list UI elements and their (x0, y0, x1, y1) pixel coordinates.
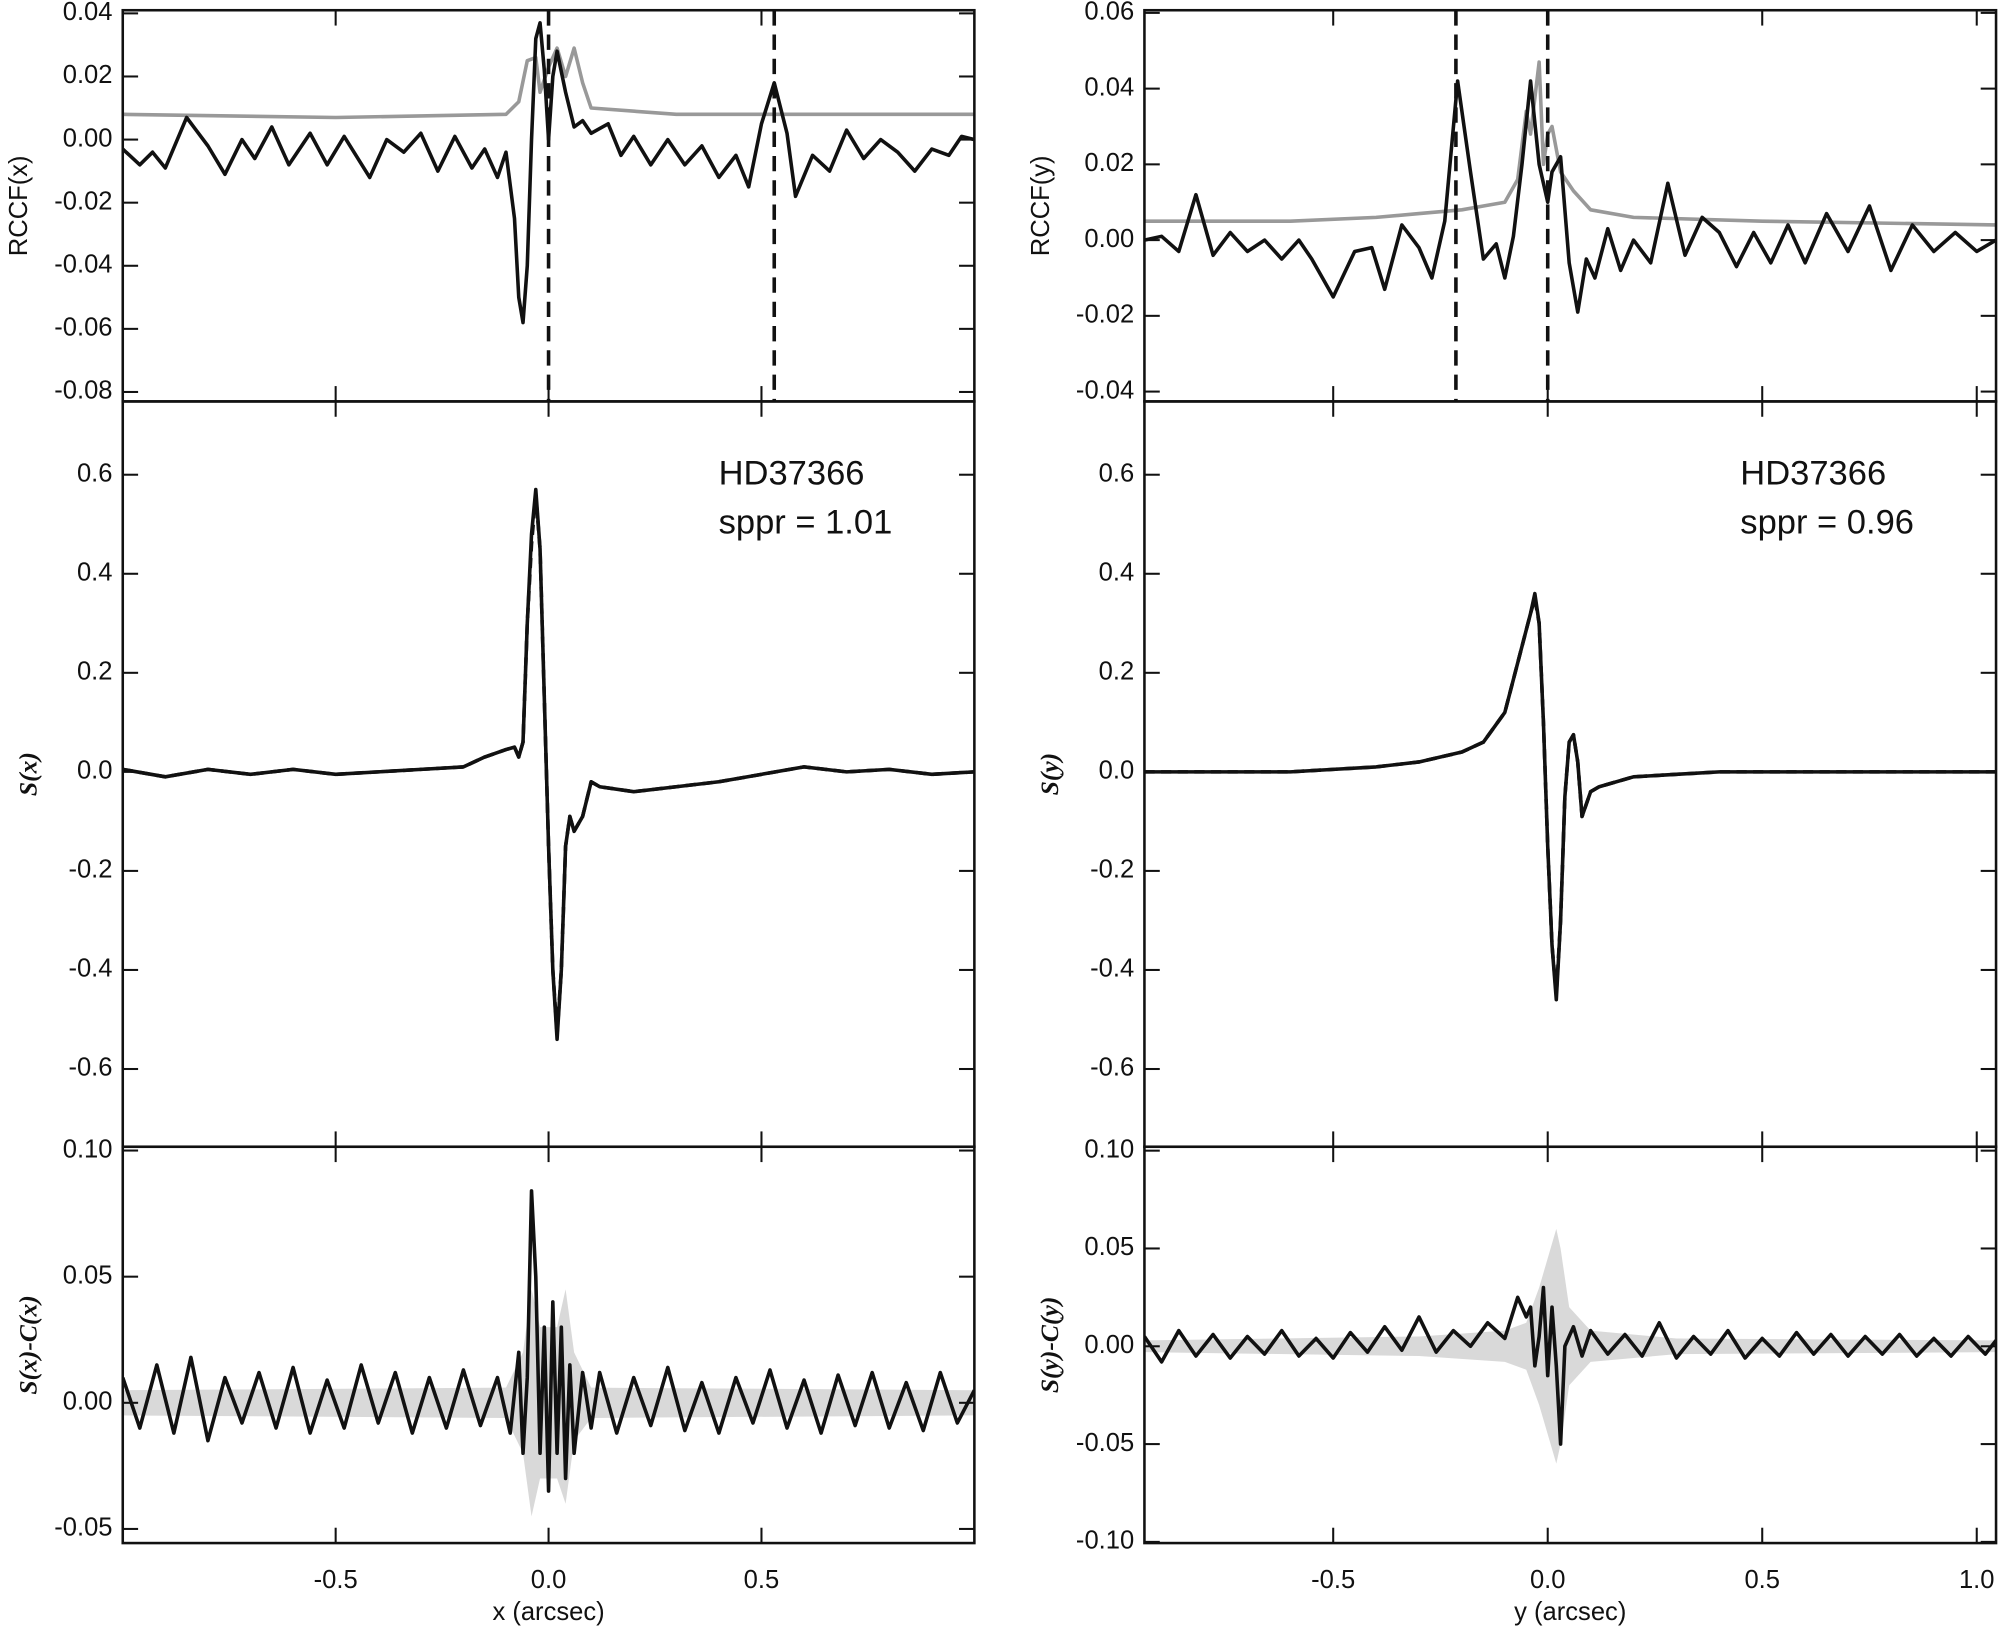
y-tick-label: -0.06 (54, 314, 112, 342)
plot-area (122, 1189, 975, 1517)
y-tick-label: 0.00 (1084, 1331, 1134, 1359)
y-tick-label: 0.4 (77, 559, 113, 587)
plot-area (1144, 60, 1997, 314)
x-tick-label: -0.5 (314, 1566, 358, 1594)
y-tick-label: 0.00 (63, 1388, 113, 1416)
y-axis-label: RCCF(y) (1027, 155, 1055, 256)
line (1144, 60, 1997, 227)
y-tick-label: 0.0 (77, 757, 113, 785)
y-tick-label: -0.02 (1076, 301, 1134, 329)
y-tick-label: -0.04 (1076, 376, 1134, 404)
line (122, 46, 975, 120)
line (122, 1189, 975, 1493)
y-tick-label: 0.6 (1099, 459, 1135, 487)
y-tick-label: -0.4 (68, 955, 112, 983)
x-tick-label: 1.0 (1959, 1566, 1995, 1594)
line (122, 21, 975, 325)
y-tick-label: 0.04 (63, 0, 113, 26)
y-tick-label: -0.6 (68, 1054, 112, 1082)
axes-frame (1143, 1145, 1998, 1545)
y-axis-label: S(x) (14, 752, 43, 796)
axes-frame (121, 1145, 976, 1545)
line (1144, 591, 1997, 1002)
plot-area (1144, 1228, 1997, 1464)
y-tick-label: 0.05 (63, 1261, 113, 1289)
annotation: sppr = 0.96 (1740, 503, 1914, 541)
annotation: HD37366 (719, 455, 865, 493)
x-tick-label: 0.0 (531, 1566, 567, 1594)
y-tick-label: 0.10 (1084, 1135, 1134, 1163)
y-axis-label: S(y) (1035, 753, 1064, 796)
y-tick-label: 0.02 (63, 61, 113, 89)
y-tick-label: -0.04 (54, 251, 112, 279)
plot-area (122, 487, 975, 1042)
line (1144, 596, 1997, 997)
y-axis-label: S(y)-C(y) (1035, 1297, 1064, 1394)
plot-area (1144, 591, 1997, 1002)
y-tick-label: -0.6 (1090, 1054, 1134, 1082)
y-tick-label: 0.04 (1084, 73, 1134, 101)
line (122, 492, 975, 1037)
x-axis-label: y (arcsec) (1514, 1598, 1626, 1626)
y-tick-label: -0.2 (68, 856, 112, 884)
y-tick-label: 0.06 (1084, 0, 1134, 26)
x-axis-label: x (arcsec) (492, 1598, 604, 1626)
y-tick-label: 0.02 (1084, 149, 1134, 177)
y-tick-label: -0.4 (1090, 955, 1134, 983)
y-tick-label: -0.05 (54, 1514, 112, 1542)
annotation: HD37366 (1740, 455, 1886, 493)
annotation: sppr = 1.01 (719, 503, 893, 541)
y-tick-label: 0.10 (63, 1135, 113, 1163)
line (1144, 79, 1997, 314)
y-tick-label: 0.05 (1084, 1233, 1134, 1261)
y-tick-label: 0.00 (1084, 225, 1134, 253)
line (122, 487, 975, 1042)
y-tick-label: -0.2 (1090, 856, 1134, 884)
y-axis-label: S(x)-C(x) (14, 1295, 43, 1394)
x-tick-label: 0.5 (1744, 1566, 1780, 1594)
y-tick-label: 0.2 (1099, 658, 1135, 686)
x-tick-label: 0.5 (744, 1566, 780, 1594)
y-tick-label: 0.6 (77, 459, 113, 487)
y-tick-label: 0.2 (77, 658, 113, 686)
y-tick-label: 0.4 (1099, 559, 1135, 587)
y-tick-label: 0.00 (63, 124, 113, 152)
y-tick-label: -0.10 (1076, 1527, 1134, 1555)
error-band (1144, 1228, 1997, 1464)
x-tick-label: -0.5 (1311, 1566, 1355, 1594)
line (1144, 1285, 1997, 1446)
y-tick-label: -0.08 (54, 377, 112, 405)
y-axis-label: RCCF(x) (5, 155, 33, 256)
y-tick-label: -0.02 (54, 187, 112, 215)
error-band (122, 1289, 975, 1517)
y-tick-label: -0.05 (1076, 1429, 1134, 1457)
x-tick-label: 0.0 (1530, 1566, 1566, 1594)
y-tick-label: 0.0 (1099, 757, 1135, 785)
